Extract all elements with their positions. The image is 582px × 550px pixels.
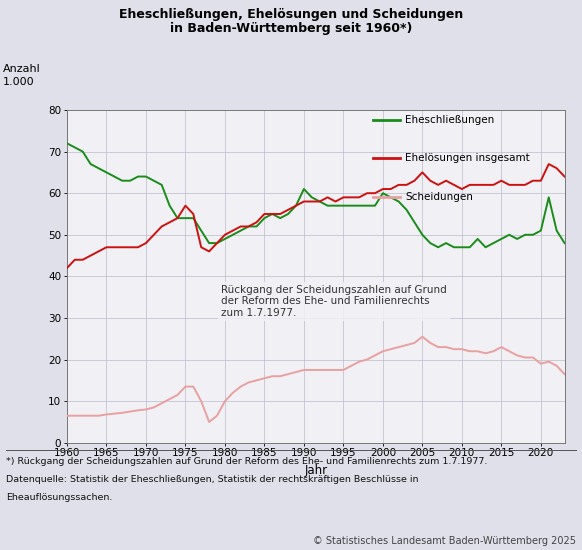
- X-axis label: Jahr: Jahr: [304, 464, 327, 477]
- Text: Scheidungen: Scheidungen: [405, 191, 473, 201]
- Text: in Baden-Württemberg seit 1960*): in Baden-Württemberg seit 1960*): [170, 22, 412, 35]
- Text: © Statistisches Landesamt Baden-Württemberg 2025: © Statistisches Landesamt Baden-Württemb…: [313, 536, 576, 546]
- Text: Eheschließungen, Ehelösungen und Scheidungen: Eheschließungen, Ehelösungen und Scheidu…: [119, 8, 463, 21]
- Text: Anzahl: Anzahl: [3, 64, 41, 74]
- Text: Rückgang der Scheidungszahlen auf Grund
der Reform des Ehe- und Familienrechts
z: Rückgang der Scheidungszahlen auf Grund …: [221, 285, 447, 318]
- Text: Eheauflösungssachen.: Eheauflösungssachen.: [6, 493, 112, 502]
- Text: Ehelösungen insgesamt: Ehelösungen insgesamt: [405, 153, 530, 163]
- Text: Eheschließungen: Eheschließungen: [405, 115, 495, 125]
- Text: Datenquelle: Statistik der Eheschließungen, Statistik der rechtskräftigen Beschl: Datenquelle: Statistik der Eheschließung…: [6, 475, 418, 483]
- Text: *) Rückgang der Scheidungszahlen auf Grund der Reform des Ehe- und Familienrecht: *) Rückgang der Scheidungszahlen auf Gru…: [6, 456, 487, 465]
- Text: 1.000: 1.000: [3, 77, 34, 87]
